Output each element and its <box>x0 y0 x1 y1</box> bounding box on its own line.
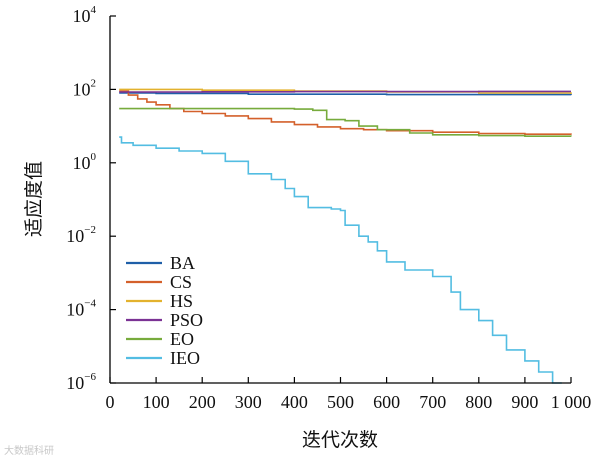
y-ticks: 10−6 10−4 10−2 100 102 104 <box>66 4 116 393</box>
series-line-ba <box>119 92 572 96</box>
series-line-ieo <box>119 136 562 384</box>
x-ticks: 0 100 200 300 400 500 600 700 800 900 1 000 <box>106 377 592 412</box>
legend-label-cs: CS <box>170 272 192 292</box>
x-tick-label: 900 <box>511 392 538 412</box>
x-tick-label: 400 <box>281 392 308 412</box>
x-tick-label: 700 <box>419 392 446 412</box>
series-line-eo <box>119 107 572 137</box>
legend-label-ieo: IEO <box>170 348 200 368</box>
y-tick-label: 10−6 <box>66 371 96 393</box>
legend-label-pso: PSO <box>170 310 203 330</box>
y-tick-label: 100 <box>73 151 97 173</box>
y-tick-label: 104 <box>73 4 97 26</box>
series-line-pso <box>119 90 571 93</box>
x-tick-label: 800 <box>465 392 492 412</box>
legend-label-eo: EO <box>170 329 194 349</box>
x-tick-label: 0 <box>106 392 115 412</box>
legend-label-hs: HS <box>170 291 193 311</box>
x-tick-label: 100 <box>143 392 170 412</box>
series-line-cs <box>119 90 572 135</box>
x-tick-label: 300 <box>235 392 262 412</box>
x-axis-title: 迭代次数 <box>302 429 378 451</box>
plot-lines <box>119 88 572 384</box>
y-tick-label: 10−2 <box>66 224 96 246</box>
x-tick-label: 1 000 <box>551 392 592 412</box>
legend-label-ba: BA <box>170 253 195 273</box>
y-tick-label: 10−4 <box>66 298 96 320</box>
watermark: 大数据科研 <box>4 446 54 457</box>
y-axis-title: 适应度值 <box>23 161 45 237</box>
x-tick-label: 200 <box>189 392 216 412</box>
x-tick-label: 600 <box>373 392 400 412</box>
x-tick-label: 500 <box>327 392 354 412</box>
y-tick-label: 102 <box>73 77 97 99</box>
